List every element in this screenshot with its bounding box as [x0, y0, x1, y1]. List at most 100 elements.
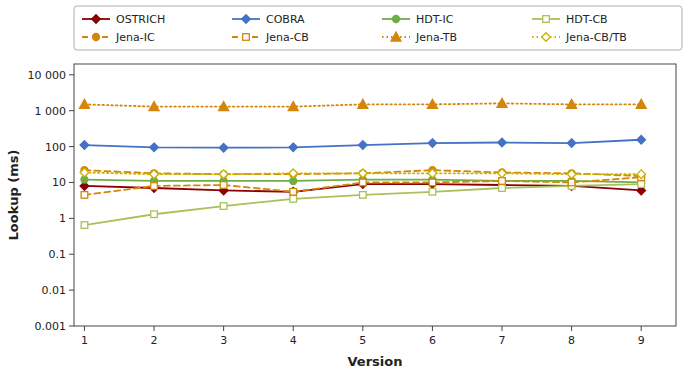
- data-point: [288, 102, 298, 111]
- data-point: [289, 169, 298, 178]
- y-tick: [69, 182, 74, 183]
- plot-area: [79, 98, 646, 228]
- legend-marker: [93, 34, 100, 41]
- x-tick-label: 9: [638, 334, 645, 347]
- data-point: [428, 139, 437, 148]
- y-tick-label: 0.1: [49, 248, 67, 261]
- data-point: [289, 143, 298, 152]
- series: [79, 98, 646, 110]
- data-point: [637, 170, 646, 179]
- data-point: [359, 169, 368, 178]
- y-axis: 0.0010.010.11101001 00010 000: [28, 69, 75, 333]
- data-point: [219, 170, 228, 179]
- legend-swatch: [232, 15, 260, 24]
- x-tick: [502, 326, 503, 331]
- data-point: [81, 192, 88, 199]
- legend-swatch: [382, 32, 410, 41]
- data-point: [499, 177, 506, 184]
- legend: OSTRICHCOBRAHDT-ICHDT-CBJena-ICJena-CBJe…: [74, 6, 682, 50]
- data-point: [220, 171, 227, 178]
- data-point: [290, 177, 297, 184]
- data-point: [568, 179, 575, 186]
- x-tick-label: 1: [81, 334, 88, 347]
- x-tick: [293, 326, 294, 331]
- data-point: [290, 188, 297, 195]
- legend-marker: [92, 15, 101, 24]
- data-point: [150, 143, 159, 152]
- data-point: [360, 192, 367, 199]
- data-point: [151, 183, 158, 190]
- x-tick-label: 2: [151, 334, 158, 347]
- legend-marker: [543, 16, 550, 23]
- data-point: [80, 168, 89, 177]
- data-point: [359, 170, 366, 177]
- data-point: [428, 180, 437, 189]
- data-point: [636, 99, 646, 108]
- legend-label: OSTRICH: [116, 13, 165, 26]
- data-point: [429, 188, 436, 195]
- data-point: [359, 180, 368, 189]
- legend-marker: [542, 33, 551, 42]
- data-point: [149, 102, 159, 111]
- x-tick: [223, 326, 224, 331]
- legend-label: Jena-TB: [415, 31, 457, 44]
- legend-marker: [393, 16, 400, 23]
- series: [81, 181, 644, 229]
- legend-label: Jena-IC: [115, 31, 155, 44]
- data-point: [638, 181, 645, 188]
- y-tick: [69, 146, 74, 147]
- data-point: [79, 99, 89, 108]
- data-point: [567, 99, 577, 108]
- data-point: [567, 139, 576, 148]
- y-tick: [69, 326, 74, 327]
- y-tick: [69, 290, 74, 291]
- y-tick: [69, 74, 74, 75]
- series: [80, 168, 645, 178]
- x-tick-label: 8: [568, 334, 575, 347]
- x-tick: [641, 326, 642, 331]
- data-point: [499, 178, 506, 185]
- data-point: [289, 187, 298, 196]
- data-point: [81, 222, 88, 229]
- y-tick-label: 1: [59, 212, 66, 225]
- data-point: [151, 211, 158, 218]
- legend-swatch: [382, 16, 410, 23]
- data-point: [220, 182, 227, 189]
- series: [81, 167, 645, 180]
- data-point: [498, 138, 507, 147]
- data-point: [498, 169, 507, 178]
- data-point: [150, 170, 159, 179]
- legend-label: COBRA: [266, 13, 305, 26]
- series-line: [84, 184, 641, 225]
- x-tick-label: 7: [499, 334, 506, 347]
- data-point: [80, 141, 89, 150]
- y-tick-label: 10: [52, 176, 66, 189]
- y-tick: [69, 218, 74, 219]
- data-point: [359, 141, 368, 150]
- legend-swatch: [232, 34, 260, 41]
- legend-frame: [74, 6, 682, 50]
- legend-marker: [242, 15, 251, 24]
- y-tick: [69, 254, 74, 255]
- legend-label: Jena-CB: [265, 31, 309, 44]
- data-point: [499, 185, 506, 192]
- data-point: [220, 203, 227, 210]
- y-tick: [69, 110, 74, 111]
- y-axis-label: Lookup (ms): [6, 149, 21, 240]
- x-tick-label: 4: [290, 334, 297, 347]
- data-point: [637, 135, 646, 144]
- legend-swatch: [532, 16, 560, 23]
- series: [80, 135, 645, 152]
- data-point: [428, 169, 437, 178]
- legend-swatch: [532, 33, 560, 42]
- data-point: [427, 99, 437, 108]
- x-tick: [84, 326, 85, 331]
- legend-label: Jena-CB/TB: [565, 31, 627, 44]
- data-point: [429, 179, 436, 186]
- data-point: [360, 179, 367, 186]
- data-point: [567, 170, 576, 179]
- legend-swatch: [82, 34, 110, 41]
- legend-marker: [243, 34, 250, 41]
- x-tick-label: 6: [429, 334, 436, 347]
- data-point: [290, 196, 297, 203]
